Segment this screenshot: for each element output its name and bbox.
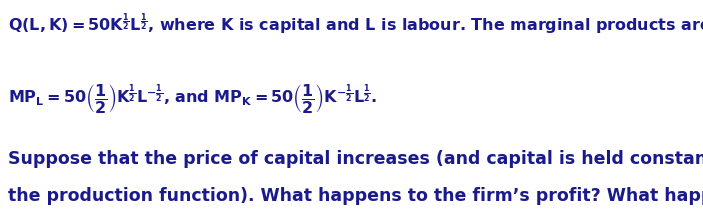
Text: Suppose that the price of capital increases (and capital is held constant in: Suppose that the price of capital increa… <box>8 150 703 169</box>
Text: $\mathbf{MP_L = 50\left(\dfrac{1}{2}\right)K^{\frac{1}{2}}L^{-\frac{1}{2}}}$, an: $\mathbf{MP_L = 50\left(\dfrac{1}{2}\rig… <box>8 82 378 115</box>
Text: $\mathbf{Q(L,K) = 50K^{\frac{1}{2}}L^{\frac{1}{2}}}$, where $\mathbf{K}$ is capi: $\mathbf{Q(L,K) = 50K^{\frac{1}{2}}L^{\f… <box>8 11 703 37</box>
Text: the production function). What happens to the firm’s profit? What happens: the production function). What happens t… <box>8 187 703 205</box>
